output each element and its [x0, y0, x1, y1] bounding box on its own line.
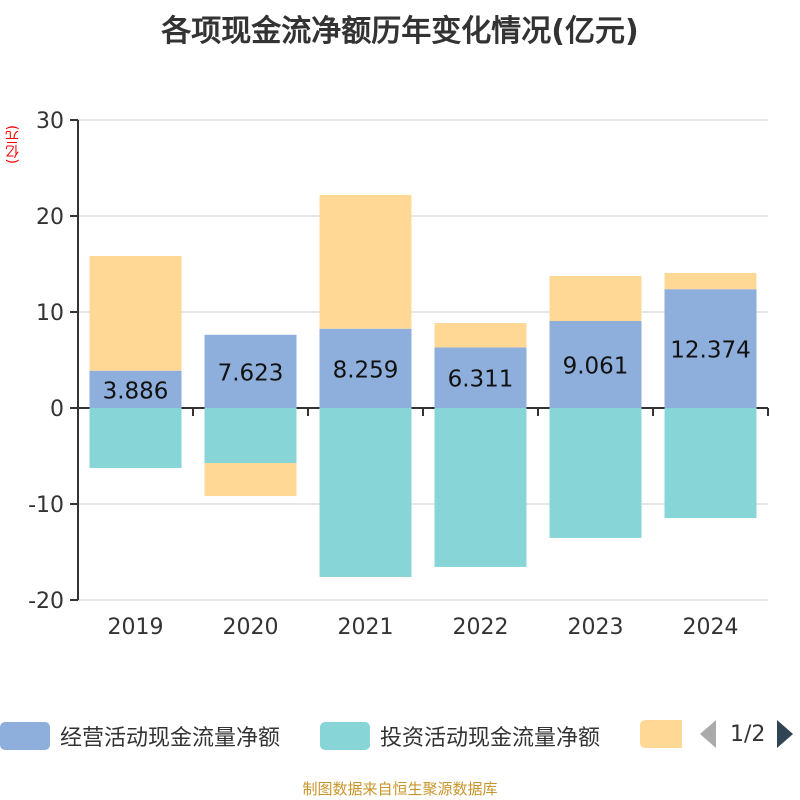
data-label: 3.886 — [103, 378, 169, 404]
legend-label: 投资活动现金流量净额 — [380, 726, 601, 751]
x-tick-label: 2023 — [568, 615, 624, 640]
legend-label: 经营活动现金流量净额 — [60, 726, 281, 751]
bar-0-2019 — [89, 370, 182, 408]
legend-swatch — [640, 720, 682, 748]
data-label: 12.374 — [670, 338, 750, 364]
legend-swatch — [0, 722, 50, 750]
y-tick-label: 30 — [36, 109, 64, 134]
y-tick-label: -20 — [28, 589, 64, 614]
x-tick-label: 2020 — [223, 615, 279, 640]
y-tick-label: 0 — [50, 397, 64, 422]
legend: 经营活动现金流量净额 投资活动现金流量净额 1/2 — [0, 716, 800, 756]
plot-area: -20 -10 0 10 20 30 3.886 2019 7.623 2020 8.259 2021… — [28, 109, 769, 640]
y-tick-label: -10 — [28, 493, 64, 518]
y-tick-label: 10 — [36, 301, 64, 326]
data-label: 6.311 — [448, 367, 514, 393]
legend-item-financing[interactable] — [640, 720, 692, 748]
data-label: 9.061 — [563, 354, 629, 380]
prev-page-icon[interactable] — [700, 720, 716, 748]
data-label: 7.623 — [218, 360, 284, 386]
bar-2-2024 — [664, 272, 757, 290]
data-label: 8.259 — [333, 357, 399, 383]
bar-0-2020 — [204, 334, 297, 408]
bar-1-2023 — [549, 408, 642, 538]
bar-0-2022 — [434, 347, 527, 408]
bar-2-2019 — [89, 255, 182, 371]
legend-item-investing[interactable]: 投资活动现金流量净额 — [320, 720, 600, 752]
bar-2-2023 — [549, 275, 642, 322]
bar-1-2021 — [319, 408, 412, 577]
bar-1-2020 — [204, 408, 297, 464]
next-page-icon[interactable] — [777, 720, 794, 748]
x-tick-label: 2024 — [683, 615, 739, 640]
page-indicator: 1/2 — [730, 721, 766, 747]
x-tick-label: 2021 — [338, 615, 394, 640]
bar-0-2021 — [319, 328, 412, 408]
bar-0-2023 — [549, 321, 642, 408]
x-tick-label: 2019 — [108, 615, 164, 640]
y-tick-label: 20 — [36, 205, 64, 230]
bar-1-2022 — [434, 408, 527, 567]
legend-pager: 1/2 — [700, 720, 794, 748]
x-tick-label: 2022 — [453, 615, 509, 640]
bar-1-2024 — [664, 408, 757, 519]
chart-title: 各项现金流净额历年变化情况(亿元) — [161, 14, 639, 49]
bar-1-2019 — [89, 408, 182, 468]
source-footer: 制图数据来自恒生聚源数据库 — [302, 780, 498, 798]
legend-item-operating[interactable]: 经营活动现金流量净额 — [0, 720, 280, 752]
legend-swatch — [320, 722, 370, 750]
bar-0-2024 — [664, 289, 757, 408]
bar-2-2020 — [204, 463, 297, 497]
bar-2-2022 — [434, 323, 527, 348]
bar-2-2021 — [319, 194, 412, 329]
